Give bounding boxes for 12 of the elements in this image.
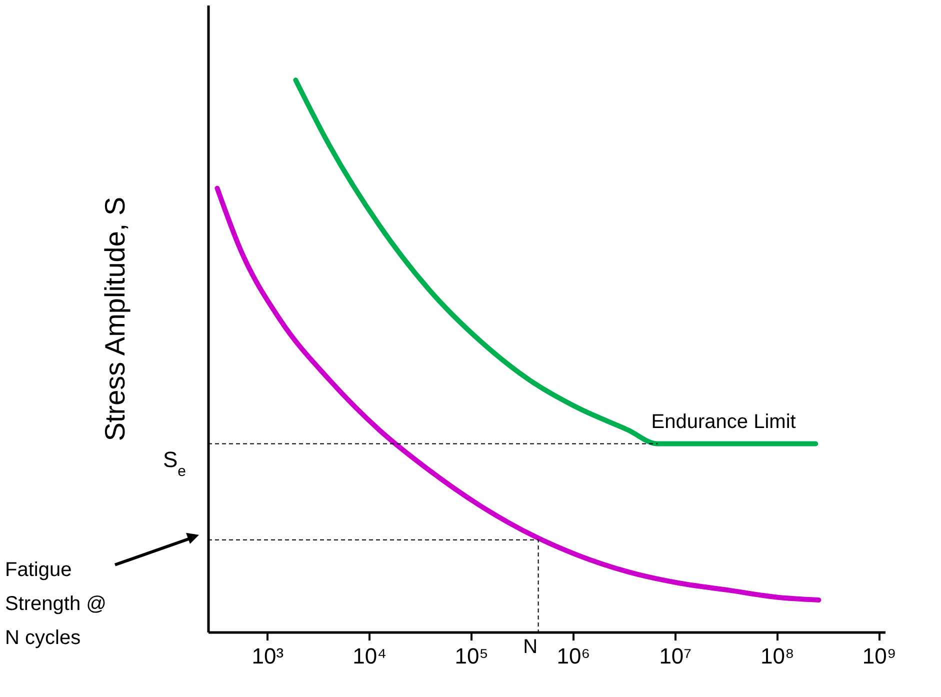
x-tick-label: 10⁶ xyxy=(556,644,590,668)
x-tick-label: 10⁵ xyxy=(454,644,488,668)
x-tick-label: 10⁸ xyxy=(760,644,794,668)
text: S$_{e}$ xyxy=(162,446,186,480)
y-axis-title: Stress Amplitude, S xyxy=(100,196,130,442)
x-tick-label: 10⁹ xyxy=(862,644,896,668)
text: Fatigue Strength @ N cycles xyxy=(5,558,106,649)
annotation: N xyxy=(523,636,538,658)
x-tick-label: 10⁴ xyxy=(352,644,387,668)
x-tick-label: 10³ xyxy=(252,644,284,668)
annotation: Endurance Limit xyxy=(651,410,796,433)
x-tick-label: 10⁷ xyxy=(659,644,692,668)
